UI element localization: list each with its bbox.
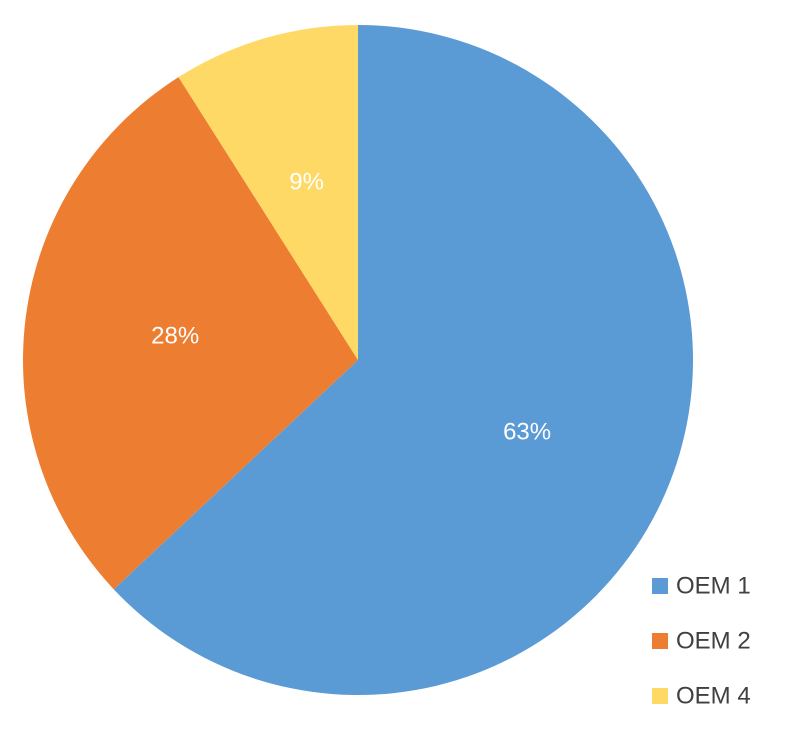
pie-slice: [22, 77, 359, 590]
legend-label: OEM 2: [676, 627, 751, 654]
legend-swatch: [652, 688, 668, 704]
legend-swatch: [652, 578, 668, 594]
data-label: 63%: [503, 419, 551, 446]
data-label: 9%: [289, 168, 324, 195]
data-label: 28%: [151, 322, 199, 349]
pie-slice: [113, 25, 693, 695]
pie-slice: [178, 25, 358, 360]
legend-label: OEM 1: [676, 572, 751, 599]
legend-label: OEM 4: [676, 682, 751, 709]
legend-swatch: [652, 633, 668, 649]
